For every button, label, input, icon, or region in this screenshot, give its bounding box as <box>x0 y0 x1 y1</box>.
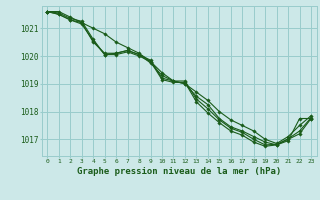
X-axis label: Graphe pression niveau de la mer (hPa): Graphe pression niveau de la mer (hPa) <box>77 167 281 176</box>
